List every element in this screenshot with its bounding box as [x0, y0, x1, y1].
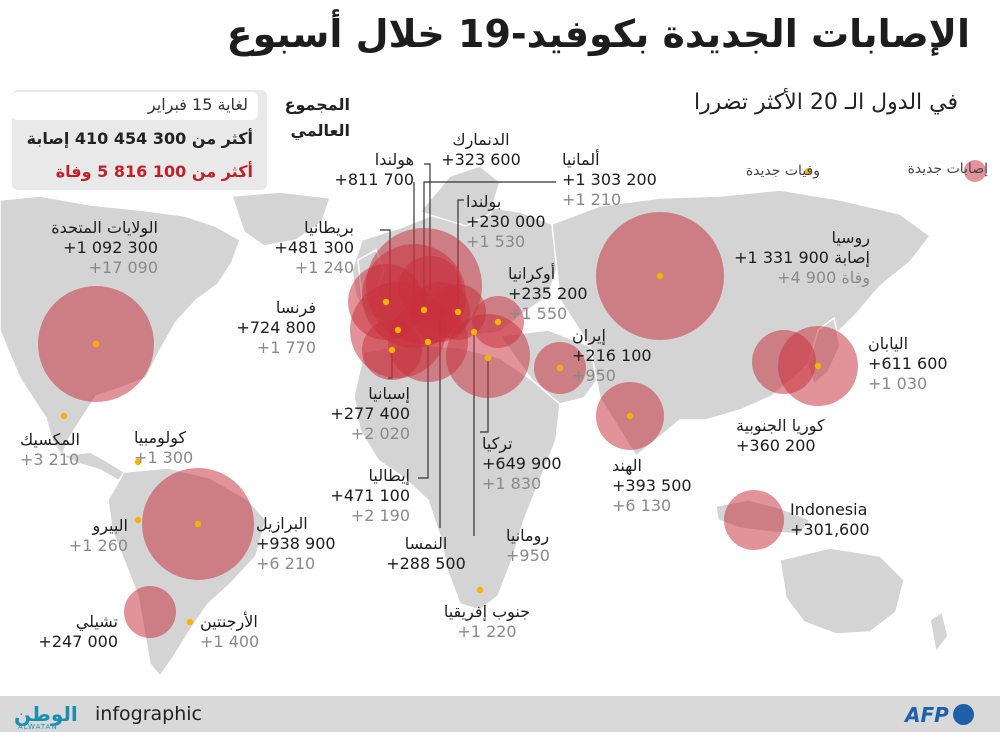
legend-death-dot: [805, 168, 811, 174]
global-cases: أكثر من 300 454 410 إصابة: [26, 129, 253, 148]
label-spain: إسبانيا +277 400 +2 020: [330, 384, 410, 443]
bubble-south-korea: [752, 330, 816, 394]
global-label: المجموع العالمي: [284, 95, 350, 140]
label-chile: تشيلي +247 000: [38, 612, 118, 651]
footer-bar: [0, 696, 1000, 732]
dot-russia: [656, 272, 664, 280]
label-france: فرنسا +724 800 +1 770: [236, 298, 316, 357]
label-argentina: الأرجنتين +1 400: [200, 612, 260, 651]
global-date-pill: لغاية 15 فبراير: [12, 92, 258, 120]
label-ukraine: أوكرانيا +235 200 +1 550: [508, 264, 588, 323]
bubble-chile: [124, 586, 176, 638]
dot-turkey: [484, 354, 492, 362]
footer-infographic-word: infographic: [95, 703, 202, 725]
label-south-korea: كوريا الجنوبية +360 200: [736, 416, 825, 455]
global-date: لغاية 15 فبراير: [147, 95, 248, 114]
label-uk: بريطانيا +481 300 +1 240: [274, 218, 354, 277]
label-germany: ألمانيا +1 303 200 +1 210: [562, 150, 657, 209]
new-zealand-land: [929, 610, 949, 654]
alwatan-logo-sub: ALWATAN: [18, 723, 58, 731]
bubble-denmark: [398, 256, 462, 320]
page-subtitle: في الدول الـ 20 الأكثر تضررا: [693, 90, 958, 115]
dot-uk: [382, 298, 390, 306]
label-india: الهند +393 500 +6 130: [612, 456, 692, 515]
australia-land: [779, 547, 905, 635]
legend-deaths: وفيات جديدة: [746, 160, 820, 179]
label-russia: روسيا +1 331 900 إصابة +4 900 وفاة: [734, 228, 870, 287]
label-italy: إيطاليا +471 100 +2 190: [330, 466, 410, 525]
label-brazil: البرازيل +938 900 +6 210: [256, 514, 336, 573]
alwatan-logo: الوطن: [14, 702, 78, 726]
label-indonesia: Indonesia +301,600: [790, 500, 870, 539]
dot-brazil: [194, 520, 202, 528]
bubble-indonesia: [724, 490, 784, 550]
dot-argentina: [186, 618, 194, 626]
label-netherlands: هولندا +811 700: [334, 150, 414, 189]
page-title: الإصابات الجديدة بكوفيد-19 خلال أسبوع: [226, 12, 970, 56]
label-turkey: تركيا +649 900 +1 830: [482, 434, 562, 493]
dot-italy: [424, 338, 432, 346]
legend-deaths-label: وفيات جديدة: [745, 163, 820, 179]
label-denmark: الدنمارك +323 600: [441, 130, 521, 169]
label-peru: البيرو +1 260: [68, 516, 128, 555]
dot-colombia: [134, 458, 142, 466]
greenland-land: [230, 191, 332, 247]
dot-ukraine: [494, 318, 502, 326]
dot-mexico: [60, 412, 68, 420]
label-poland: بولندا +230 000 +1 530: [466, 192, 546, 251]
label-south-africa: جنوب إفريقيا +1 220: [443, 602, 531, 641]
label-austria: النمسا +288 500: [386, 534, 466, 573]
death-dots: [60, 272, 822, 626]
dot-japan: [814, 362, 822, 370]
global-deaths: أكثر من 100 816 5 وفاة: [55, 162, 253, 181]
dot-france: [394, 326, 402, 334]
label-japan: اليابان +611 600 +1 030: [868, 334, 948, 393]
legend-case-bubble: [964, 160, 986, 182]
dot-india: [626, 412, 634, 420]
leader-line-italy: [418, 340, 429, 479]
dot-peru: [134, 516, 142, 524]
label-colombia: كولومبيا +1 300: [134, 428, 194, 467]
label-romania: رومانيا +950: [506, 526, 550, 565]
dot-poland: [454, 308, 462, 316]
label-iran: إيران +216 100 +950: [572, 326, 652, 385]
dot-spain: [388, 346, 396, 354]
afp-logo: AFP: [905, 703, 949, 727]
label-mexico: المكسيك +3 210: [20, 430, 80, 469]
legend-cases-label: إصابات جديدة: [907, 161, 988, 177]
dot-south-africa: [476, 586, 484, 594]
legend-cases: إصابات جديدة: [908, 158, 988, 177]
label-usa: الولايات المتحدة +1 092 300 +17 090: [51, 218, 158, 277]
afp-logo-dot-icon: [953, 704, 974, 725]
dot-germany: [420, 306, 428, 314]
dot-iran: [556, 364, 564, 372]
dot-romania: [470, 328, 478, 336]
dot-usa: [92, 340, 100, 348]
